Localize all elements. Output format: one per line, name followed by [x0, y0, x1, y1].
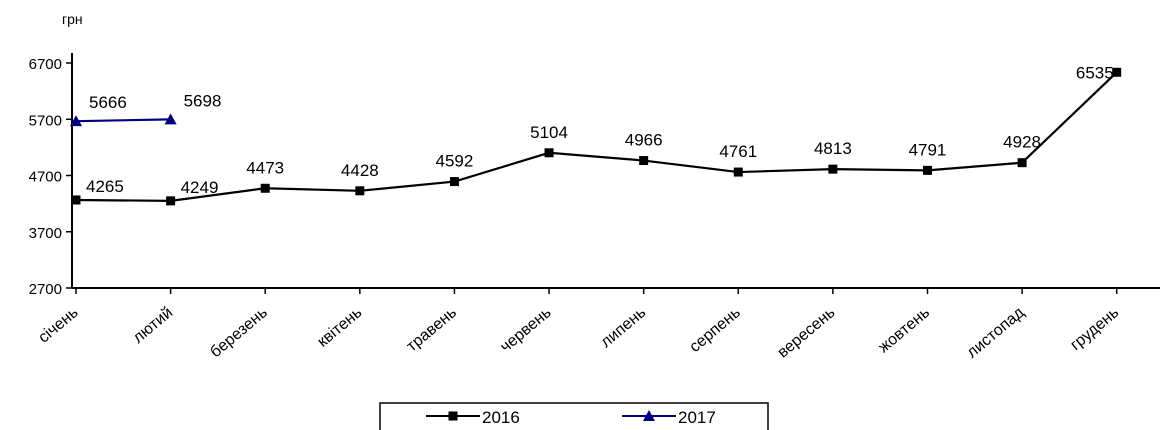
- legend-marker: [448, 411, 458, 421]
- y-tick-label: 2700: [29, 281, 62, 298]
- series-group: [70, 67, 1122, 206]
- legend-marker: [643, 410, 655, 421]
- data-point-2016: [1112, 67, 1122, 77]
- legend-label: 2016: [482, 408, 520, 427]
- data-label-2016: 4428: [341, 161, 379, 180]
- data-point-2016: [639, 156, 649, 166]
- x-tick-label: квітень: [314, 304, 365, 351]
- data-label-2016: 4473: [246, 158, 284, 177]
- x-tick-label: липень: [598, 304, 650, 351]
- data-point-2016: [922, 165, 932, 175]
- legend-label: 2017: [678, 408, 716, 427]
- data-point-2017: [164, 113, 177, 125]
- axes: [71, 53, 1160, 289]
- data-label-2016: 4592: [436, 152, 474, 171]
- data-label-2016: 4813: [814, 139, 852, 158]
- data-point-2016: [828, 164, 838, 174]
- data-point-2017: [70, 115, 82, 127]
- data-point-2016: [166, 196, 176, 206]
- y-tick-label: 4700: [29, 169, 62, 186]
- data-label-2016: 4761: [719, 142, 757, 161]
- x-tick-label: травень: [403, 304, 460, 355]
- data-point-2016: [544, 148, 554, 158]
- x-tick-label: листопад: [964, 304, 1028, 362]
- x-tick-label: березень: [207, 304, 270, 361]
- data-point-2016: [733, 167, 743, 177]
- x-tick-label: січень: [35, 304, 81, 347]
- x-tick-label: серпень: [687, 304, 744, 356]
- series-line-2016: [75, 71, 1118, 202]
- data-label-2016: 4791: [909, 140, 947, 159]
- x-tick-label: вересень: [775, 304, 839, 361]
- data-point-2016: [1017, 158, 1027, 168]
- data-label-2016: 4265: [86, 177, 124, 196]
- y-tick-label: 5700: [29, 112, 62, 129]
- legend: 2016 2017: [379, 402, 769, 430]
- x-tick-label: жовтень: [875, 304, 933, 356]
- data-label-2016: 4966: [625, 131, 663, 150]
- y-axis-ticks: 2700 3700 4700 5700 6700: [29, 56, 72, 298]
- x-tick-label: лютий: [130, 304, 176, 347]
- data-label-2016: 5104: [530, 123, 568, 142]
- data-point-2016: [355, 186, 365, 196]
- y-tick-label: 6700: [29, 56, 62, 73]
- data-point-2016: [260, 183, 270, 193]
- data-point-2016: [449, 177, 459, 187]
- series-line-2017: [75, 118, 171, 123]
- data-label-2017: 5666: [89, 93, 127, 112]
- data-point-2016: [71, 195, 81, 205]
- data-labels: 4265 4249 4473 4428 4592 5104 4966 4761 4813 4791…: [86, 63, 1114, 197]
- data-label-2016: 4928: [1003, 133, 1041, 152]
- data-label-2017: 5698: [184, 91, 222, 110]
- x-axis-labels: січень лютий березень квітень травень червень…: [35, 288, 1122, 362]
- x-tick-label: червень: [497, 304, 554, 356]
- x-tick-label: грудень: [1067, 304, 1122, 354]
- y-tick-label: 3700: [29, 225, 62, 242]
- data-label-2016: 6535: [1076, 63, 1114, 82]
- data-label-2016: 4249: [181, 178, 219, 197]
- y-unit-label: грн: [62, 11, 83, 27]
